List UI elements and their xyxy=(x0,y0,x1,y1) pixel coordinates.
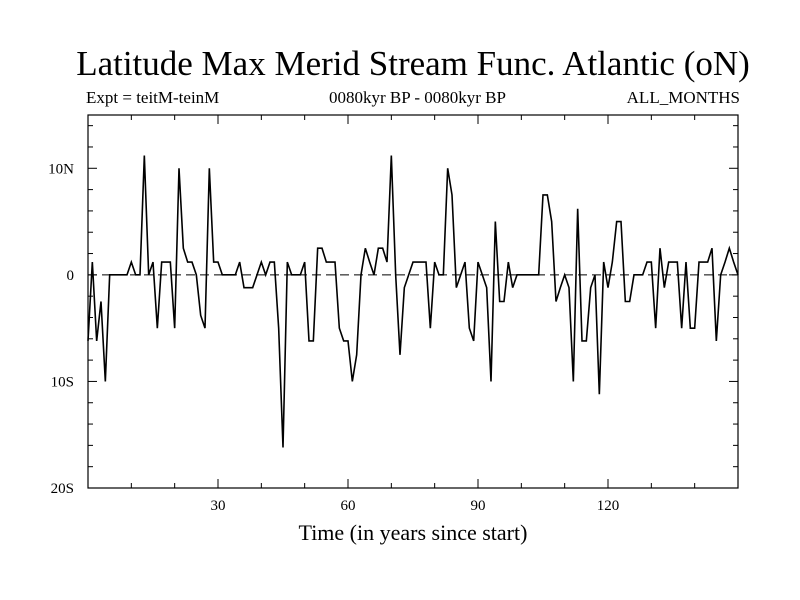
chart-title: Latitude Max Merid Stream Func. Atlantic… xyxy=(76,44,750,83)
series-line xyxy=(87,155,739,448)
x-axis-label: Time (in years since start) xyxy=(298,520,528,545)
y-tick-label: 20S xyxy=(51,481,74,497)
y-tick-label: 10S xyxy=(51,374,74,390)
period-label: 0080kyr BP - 0080kyr BP xyxy=(329,88,506,107)
plot-frame xyxy=(87,114,739,489)
x-tick-label: 90 xyxy=(471,498,486,514)
y-tick-label: 0 xyxy=(67,268,75,284)
x-tick-label: 30 xyxy=(211,498,226,514)
y-tick-label: 10N xyxy=(48,161,74,177)
months-label: ALL_MONTHS xyxy=(626,88,740,107)
x-tick-label: 120 xyxy=(597,498,620,514)
x-tick-label: 60 xyxy=(341,498,356,514)
experiment-label: Expt = teitM-teinM xyxy=(86,88,220,107)
